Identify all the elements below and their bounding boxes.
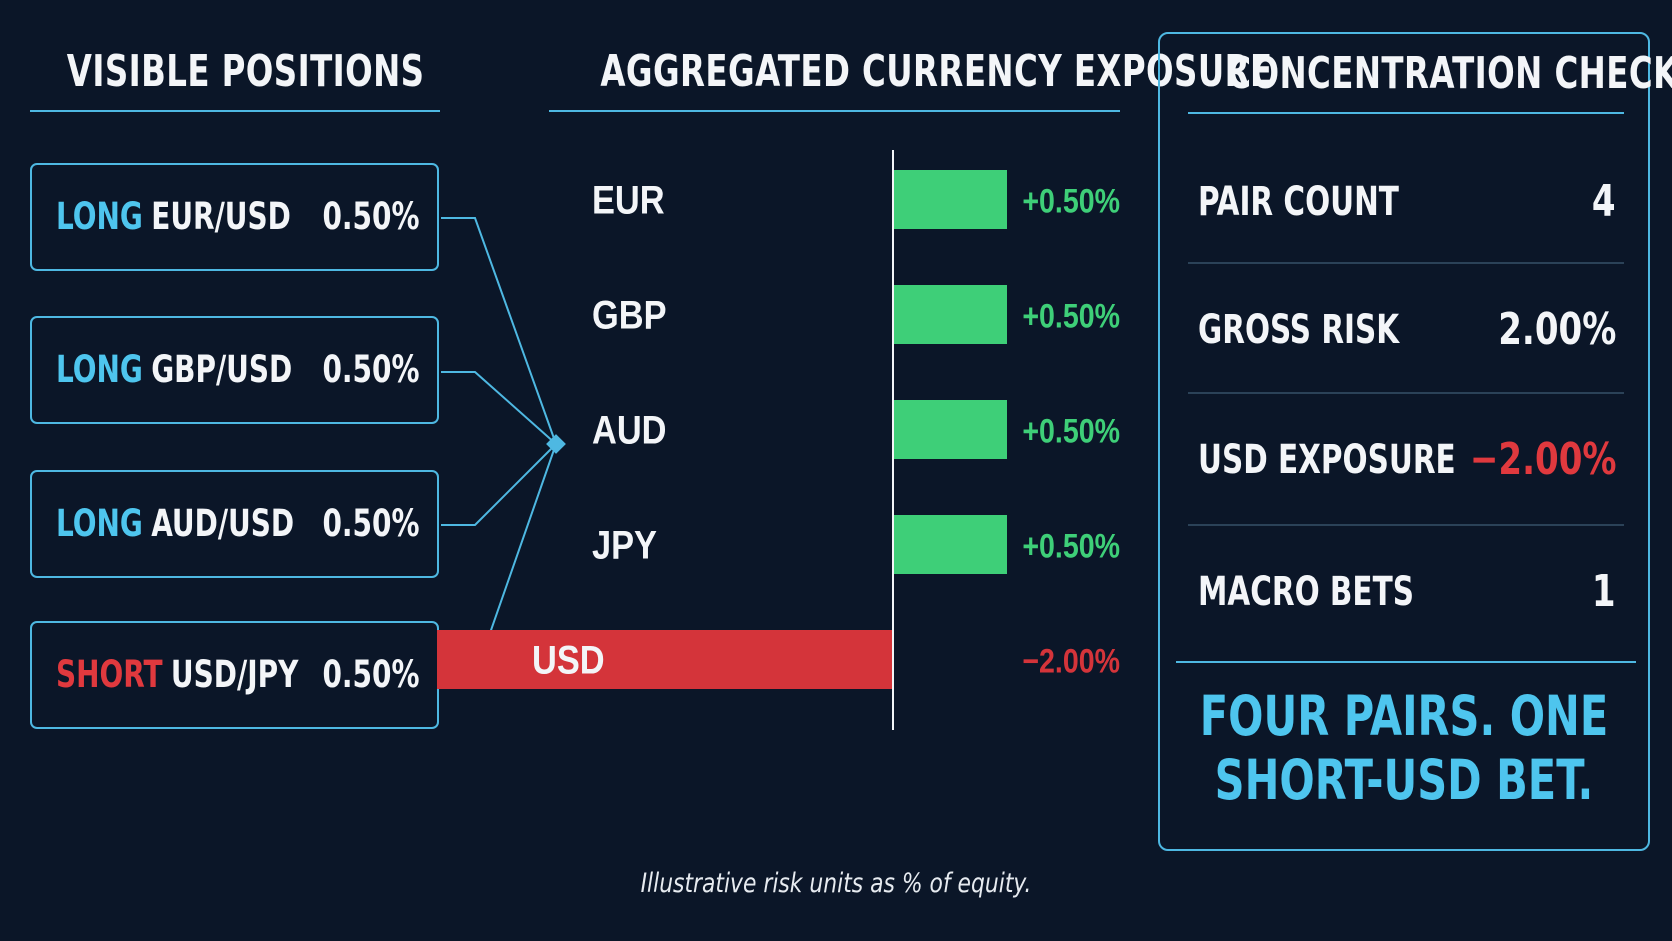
- check-label: GROSS RISK: [1198, 307, 1400, 353]
- check-label: MACRO BETS: [1198, 569, 1414, 615]
- position-label: LONG AUD/USD: [56, 472, 294, 576]
- bar-gbp: [893, 285, 1007, 344]
- positions-title: VISIBLE POSITIONS: [66, 46, 425, 97]
- position-pair: EUR/USD: [151, 195, 291, 238]
- check-value: 2.00%: [1497, 304, 1616, 355]
- connector-line: [441, 217, 557, 445]
- position-card: SHORT USD/JPY 0.50%: [30, 621, 439, 729]
- position-label: LONG GBP/USD: [56, 318, 292, 422]
- category-label: AUD: [592, 407, 667, 452]
- check-divider: [1188, 524, 1624, 526]
- check-title-underline: [1188, 112, 1624, 114]
- check-row-gross-risk: GROSS RISK 2.00%: [1188, 280, 1624, 380]
- verdict-line: FOUR PAIRS. ONE: [1199, 684, 1609, 748]
- position-side: LONG: [56, 348, 143, 391]
- check-value: 1: [1592, 566, 1616, 617]
- position-risk: 0.50%: [321, 348, 419, 391]
- verdict-text: FOUR PAIRS. ONE SHORT-USD BET.: [1199, 684, 1609, 812]
- bar-jpy: [893, 515, 1007, 574]
- data-label: +0.50%: [1022, 182, 1120, 220]
- data-label: +0.50%: [1022, 297, 1120, 335]
- check-divider: [1188, 262, 1624, 264]
- data-label: −2.00%: [1022, 642, 1120, 680]
- check-row-usd-exposure: USD EXPOSURE −2.00%: [1188, 410, 1624, 510]
- position-pair: GBP/USD: [151, 348, 293, 391]
- category-label: USD: [532, 637, 605, 682]
- check-value: 4: [1592, 176, 1616, 227]
- check-label: USD EXPOSURE: [1198, 437, 1456, 483]
- position-side: LONG: [56, 502, 143, 545]
- connector-line: [441, 371, 557, 445]
- check-value: −2.00%: [1469, 434, 1616, 485]
- check-title: CONCENTRATION CHECK: [1227, 48, 1672, 99]
- data-label: +0.50%: [1022, 412, 1120, 450]
- position-risk: 0.50%: [321, 653, 419, 696]
- position-label: SHORT USD/JPY: [56, 623, 298, 727]
- bar-eur: [893, 170, 1007, 229]
- connector-line: [441, 443, 557, 526]
- concentration-check-panel: CONCENTRATION CHECK PAIR COUNT 4 GROSS R…: [1158, 32, 1672, 851]
- check-row-pair-count: PAIR COUNT 4: [1188, 152, 1624, 252]
- bar-usd: [437, 630, 893, 689]
- chart-title-underline: [549, 110, 1120, 112]
- bar-aud: [893, 400, 1007, 459]
- positions-title-underline: [30, 110, 440, 112]
- position-card: LONG AUD/USD 0.50%: [30, 470, 439, 578]
- data-label: +0.50%: [1022, 527, 1120, 565]
- position-pair: USD/JPY: [170, 653, 299, 696]
- category-label: JPY: [592, 522, 657, 567]
- verdict-divider: [1176, 661, 1636, 663]
- position-card: LONG GBP/USD 0.50%: [30, 316, 439, 424]
- check-row-macro-bets: MACRO BETS 1: [1188, 542, 1624, 642]
- position-side: SHORT: [56, 653, 163, 696]
- footnote: Illustrative risk units as % of equity.: [640, 868, 1032, 899]
- position-pair: AUD/USD: [151, 502, 295, 545]
- check-divider: [1188, 392, 1624, 394]
- verdict-line: SHORT-USD BET.: [1214, 748, 1594, 812]
- category-label: EUR: [592, 177, 665, 222]
- position-card: LONG EUR/USD 0.50%: [30, 163, 439, 271]
- position-side: LONG: [56, 195, 143, 238]
- position-risk: 0.50%: [321, 195, 419, 238]
- position-risk: 0.50%: [321, 502, 419, 545]
- position-label: LONG EUR/USD: [56, 165, 291, 269]
- category-label: GBP: [592, 292, 667, 337]
- aggregation-node: [546, 434, 566, 454]
- check-label: PAIR COUNT: [1198, 179, 1399, 225]
